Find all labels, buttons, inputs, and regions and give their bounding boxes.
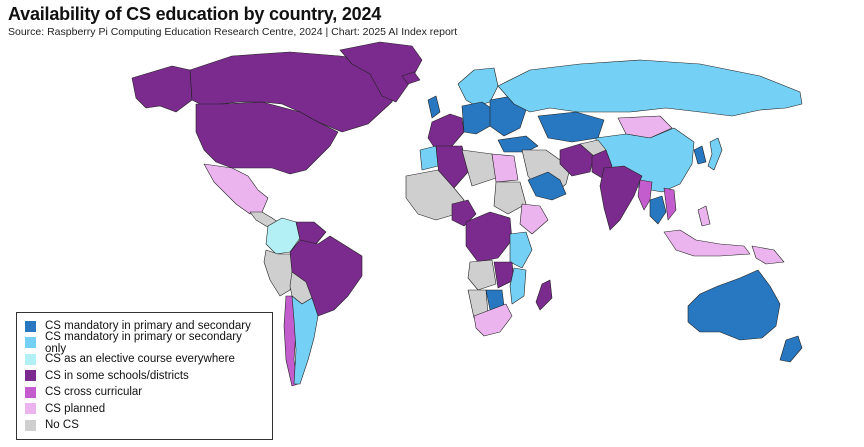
legend-label: CS in some schools/districts — [45, 369, 189, 382]
region-Morocco — [419, 145, 439, 171]
region-Ethiopia — [519, 203, 549, 235]
legend-item: CS planned — [25, 401, 264, 418]
region-Russia — [497, 59, 803, 117]
legend-swatch-2 — [25, 353, 36, 365]
region-Saudi-Arabia — [527, 171, 567, 201]
legend-label: CS mandatory in primary or secondary onl… — [45, 330, 242, 355]
region-Peru — [263, 249, 295, 297]
chart-source: Source: Raspberry Pi Computing Education… — [8, 26, 458, 38]
legend-label: CS mandatory in primary and secondary — [45, 320, 251, 333]
region-Papua-New-Guinea — [751, 245, 785, 265]
region-Mexico — [203, 163, 269, 215]
legend-swatch-1 — [25, 337, 36, 349]
region-Turkey — [497, 135, 539, 153]
region-Indonesia — [663, 229, 751, 257]
region-Angola — [467, 259, 497, 291]
legend-item: CS in some schools/districts — [25, 368, 264, 385]
region-South-Africa — [473, 303, 513, 337]
region-Venezuela — [295, 221, 327, 245]
legend-swatch-5 — [25, 403, 36, 415]
legend-item: CS as an elective course everywhere — [25, 351, 264, 368]
legend-label: CS cross curricular — [45, 386, 143, 399]
legend-item: CS mandatory in primary and secondary — [25, 318, 264, 335]
region-Sudan — [493, 181, 527, 215]
region-India — [599, 165, 643, 231]
region-Mozambique — [509, 267, 527, 305]
region-Philippines — [697, 205, 711, 227]
legend: CS mandatory in primary and secondary CS… — [16, 312, 273, 440]
region-Egypt — [491, 153, 519, 183]
region-Iceland — [401, 71, 421, 85]
region-Australia — [687, 269, 781, 341]
legend-label: CS planned — [45, 402, 106, 415]
region-United-States — [195, 101, 339, 175]
region-East-Africa — [509, 231, 533, 269]
legend-item: CS cross curricular — [25, 384, 264, 401]
region-Alaska — [131, 65, 193, 113]
legend-swatch-3 — [25, 370, 36, 382]
legend-swatch-4 — [25, 386, 36, 398]
region-Central-Europe — [461, 101, 495, 135]
region-Western-Europe — [427, 113, 465, 151]
legend-item: No CS — [25, 417, 264, 434]
region-Greenland — [339, 41, 423, 103]
region-Japan — [707, 137, 723, 171]
region-Colombia — [265, 217, 301, 255]
legend-label: No CS — [45, 419, 79, 432]
chart-title: Availability of CS education by country,… — [8, 4, 382, 24]
region-United-Kingdom — [427, 95, 441, 119]
region-Mongolia — [617, 115, 673, 139]
region-New-Zealand — [779, 335, 803, 363]
region-Scandinavia — [457, 67, 499, 107]
region-Madagascar — [535, 279, 553, 311]
region-Nigeria — [451, 199, 477, 227]
legend-swatch-6 — [25, 419, 36, 431]
region-Kazakhstan — [537, 111, 605, 143]
region-Myanmar — [637, 179, 653, 211]
region-Central-Africa — [465, 211, 513, 263]
legend-item: CS mandatory in primary or secondary onl… — [25, 331, 264, 355]
region-Korea — [693, 145, 707, 165]
region-Argentina — [291, 295, 319, 385]
region-Thailand — [649, 195, 667, 225]
legend-label: CS as an elective course everywhere — [45, 353, 235, 366]
legend-swatch-0 — [25, 320, 36, 332]
region-Libya — [461, 149, 497, 187]
region-Vietnam — [663, 187, 677, 221]
